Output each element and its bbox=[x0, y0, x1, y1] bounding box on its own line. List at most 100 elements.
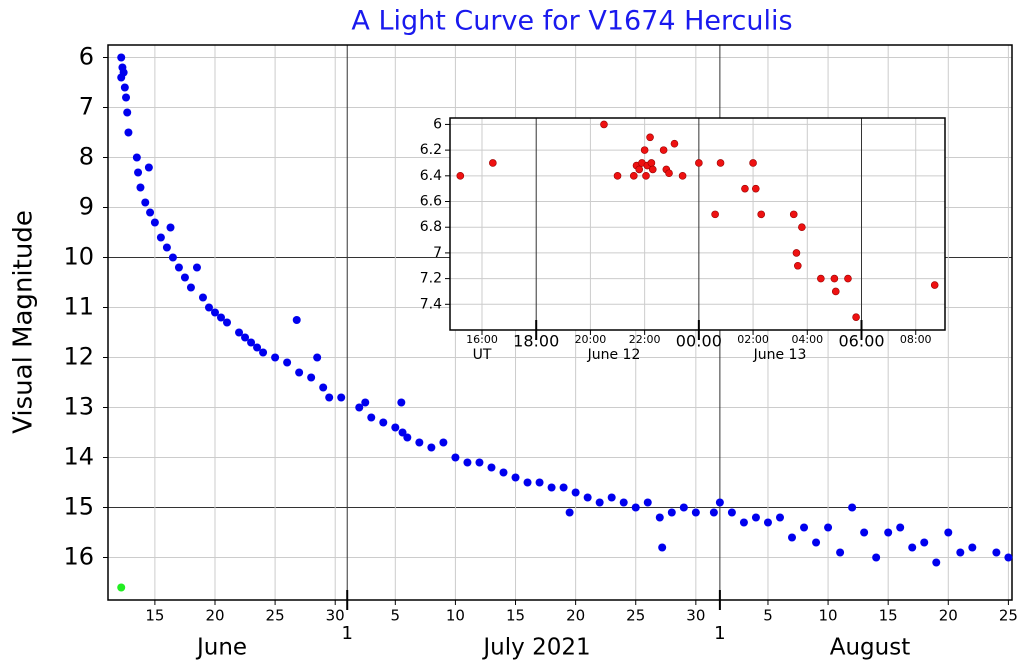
data-point bbox=[559, 483, 568, 492]
x-tick-label: 5 bbox=[763, 607, 773, 625]
data-point bbox=[930, 281, 939, 289]
data-point bbox=[749, 159, 757, 167]
x-tick-label: 25 bbox=[999, 607, 1018, 625]
y-tick-label: 7.4 bbox=[420, 296, 442, 312]
data-point bbox=[146, 208, 155, 217]
data-point bbox=[751, 184, 760, 193]
x-tick-label: 15 bbox=[145, 607, 164, 625]
data-point bbox=[337, 393, 346, 402]
data-point bbox=[992, 548, 1001, 557]
x-tick-label: 5 bbox=[391, 607, 401, 625]
data-point bbox=[523, 478, 532, 487]
data-point bbox=[830, 274, 839, 283]
x-tick-label: 30 bbox=[686, 607, 705, 625]
x-tick-label: 10 bbox=[446, 607, 465, 625]
y-tick-label: 9 bbox=[79, 193, 94, 221]
y-tick-label: 8 bbox=[79, 143, 94, 171]
data-point bbox=[631, 503, 640, 512]
month-label: July 2021 bbox=[481, 635, 590, 661]
data-point bbox=[134, 168, 143, 177]
data-point bbox=[397, 398, 406, 407]
x-tick-label: 20:00 bbox=[575, 333, 607, 346]
data-point bbox=[223, 318, 232, 327]
data-point bbox=[763, 518, 772, 527]
data-point bbox=[475, 458, 484, 467]
data-point bbox=[739, 518, 748, 527]
x-tick-label: 02:00 bbox=[737, 333, 769, 346]
x-tick-label: 22:00 bbox=[629, 333, 661, 346]
data-point bbox=[659, 146, 668, 154]
y-tick-label: 10 bbox=[63, 243, 94, 271]
data-point bbox=[144, 163, 153, 172]
data-point bbox=[595, 498, 604, 507]
data-point bbox=[451, 453, 460, 462]
data-point bbox=[824, 523, 833, 532]
data-point bbox=[635, 165, 644, 174]
data-point bbox=[920, 538, 929, 547]
x-tick-label: 04:00 bbox=[791, 333, 823, 346]
data-point bbox=[547, 483, 556, 492]
data-point bbox=[415, 438, 424, 447]
data-point bbox=[691, 508, 700, 517]
data-point bbox=[295, 368, 304, 377]
data-point bbox=[798, 223, 806, 232]
y-tick-label: 13 bbox=[63, 393, 94, 421]
y-tick-label: 12 bbox=[63, 343, 94, 371]
y-tick-label: 7 bbox=[433, 245, 442, 261]
data-point bbox=[120, 83, 129, 92]
data-point bbox=[124, 128, 133, 137]
data-point bbox=[648, 165, 657, 174]
y-tick-label: 6 bbox=[79, 43, 94, 71]
data-point bbox=[757, 210, 766, 219]
inset-plot: 6 6.2 6.4 6.6 6.8 7 7.2 7.4 16:00 20:00 22:00 02:00… bbox=[420, 116, 946, 363]
x-note: UT bbox=[473, 347, 492, 363]
data-point bbox=[775, 513, 784, 522]
data-point bbox=[800, 523, 809, 532]
data-point bbox=[658, 543, 667, 552]
data-point bbox=[751, 513, 760, 522]
x-tick-label: 15 bbox=[879, 607, 898, 625]
data-point bbox=[192, 263, 201, 272]
data-point bbox=[1004, 553, 1013, 562]
data-point bbox=[792, 249, 801, 257]
data-point bbox=[271, 353, 280, 362]
month-label: June bbox=[195, 635, 247, 661]
data-point bbox=[283, 358, 292, 367]
data-point bbox=[607, 493, 616, 502]
data-point bbox=[489, 159, 497, 167]
data-point bbox=[571, 488, 580, 497]
data-point bbox=[741, 184, 749, 193]
data-point bbox=[640, 146, 649, 154]
chart-title: A Light Curve for V1674 Herculis bbox=[351, 6, 792, 37]
data-point bbox=[715, 498, 724, 507]
data-point bbox=[487, 463, 496, 472]
data-point bbox=[932, 558, 941, 567]
data-point bbox=[307, 373, 316, 382]
data-point bbox=[132, 153, 141, 162]
data-point bbox=[613, 172, 622, 180]
data-point bbox=[852, 313, 860, 321]
data-point bbox=[836, 548, 845, 557]
data-point bbox=[210, 308, 219, 317]
data-point bbox=[667, 508, 676, 517]
data-point bbox=[162, 243, 171, 252]
y-tick-label: 11 bbox=[63, 293, 94, 321]
y-tick-label: 6.4 bbox=[420, 168, 442, 184]
y-tick-label: 14 bbox=[63, 443, 94, 471]
data-point bbox=[629, 172, 638, 180]
data-point bbox=[241, 333, 250, 342]
x-major-tick-label: 06:00 bbox=[838, 332, 884, 351]
data-point bbox=[141, 198, 150, 207]
data-point bbox=[711, 210, 719, 219]
data-point bbox=[427, 443, 436, 452]
data-point bbox=[695, 159, 703, 167]
x-tick-label: 30 bbox=[326, 607, 345, 625]
data-point bbox=[198, 293, 207, 302]
data-point bbox=[848, 503, 857, 512]
data-point bbox=[259, 348, 268, 357]
data-point bbox=[844, 274, 852, 283]
x-major-tick-label: 1 bbox=[714, 623, 725, 644]
data-point bbox=[367, 413, 376, 422]
data-point bbox=[872, 553, 881, 562]
data-point bbox=[174, 263, 183, 272]
